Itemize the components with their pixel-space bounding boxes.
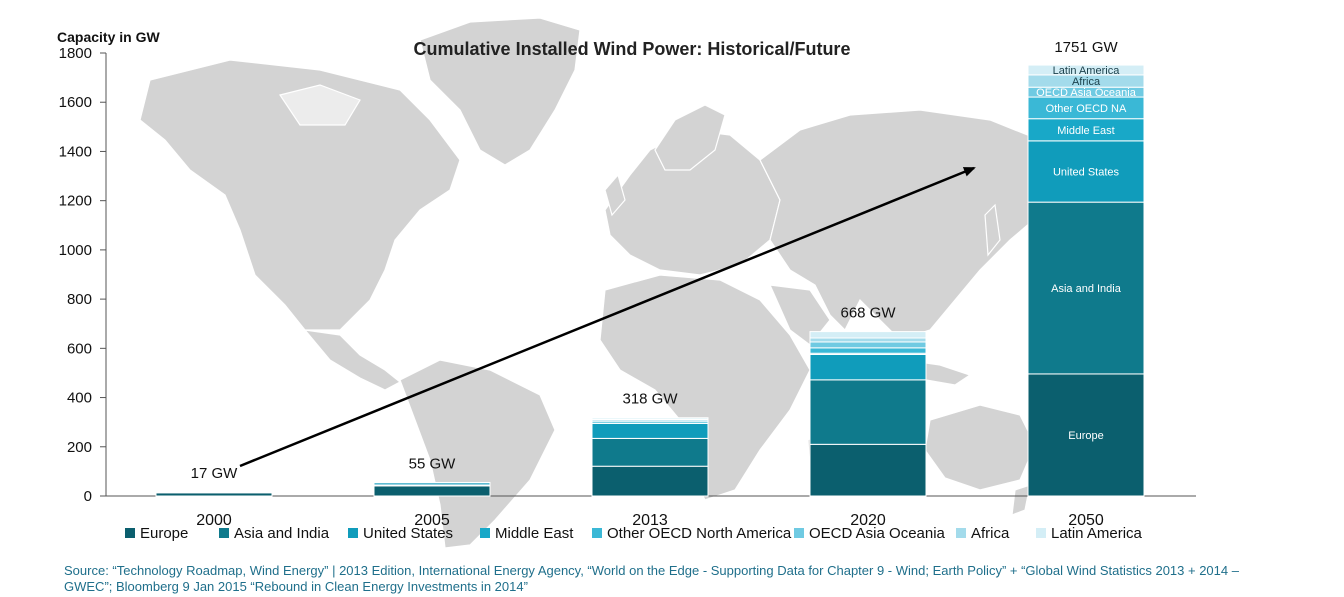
x-tick-label-2005: 2005	[414, 512, 450, 529]
bar-2020-oecd-asia-oceania	[809, 341, 927, 349]
bar-2013-united-states	[591, 422, 709, 439]
bar-2020-other-oecd-north-america	[809, 347, 927, 354]
segment-labels-2050: Europe Asia and India United States Middle …	[1036, 65, 1137, 442]
bar-2013-europe	[591, 465, 709, 497]
total-label-2000: 17 GW	[191, 465, 239, 482]
legend-label-1: Asia and India	[234, 525, 330, 542]
bar-series	[155, 64, 1145, 497]
bar-2050-asia-and-india	[1027, 201, 1145, 375]
y-tick-label-400: 400	[67, 390, 92, 407]
bar-2050-latin-america	[1027, 64, 1145, 76]
segment-label-2050-5: OECD Asia Oceania	[1036, 87, 1137, 99]
chart-title: Cumulative Installed Wind Power: Histori…	[414, 39, 851, 59]
bar-2020-asia-and-india	[809, 379, 927, 445]
segment-label-2050-0: Europe	[1068, 430, 1103, 442]
y-tick-label-1800: 1800	[59, 45, 92, 62]
segment-label-2050-3: Middle East	[1057, 125, 1114, 137]
y-tick-label-0: 0	[84, 488, 92, 505]
legend-swatch-4	[592, 528, 602, 538]
bar-2020-europe	[809, 443, 927, 497]
segment-label-2050-2: United States	[1053, 167, 1120, 179]
segment-label-2050-6: Africa	[1072, 76, 1101, 88]
bar-2020-latin-america	[809, 331, 927, 339]
bar-2020-united-states	[809, 353, 927, 381]
trend-arrow	[239, 166, 976, 468]
y-tick-label-1400: 1400	[59, 143, 92, 160]
x-tick-label-2000: 2000	[196, 512, 232, 529]
source-citation: Source: “Technology Roadmap, Wind Energy…	[64, 563, 1239, 594]
legend-swatch-3	[480, 528, 490, 538]
y-tick-label-1000: 1000	[59, 242, 92, 259]
bar-total-labels: 17 GW 55 GW 318 GW 668 GW 1751 GW	[191, 39, 1119, 482]
legend-label-0: Europe	[140, 525, 188, 542]
y-tick-label-600: 600	[67, 340, 92, 357]
total-label-2005: 55 GW	[409, 455, 457, 472]
y-axis-label: Capacity in GW	[57, 29, 160, 45]
y-tick-label-1200: 1200	[59, 193, 92, 210]
legend-swatch-2	[348, 528, 358, 538]
legend-swatch-0	[125, 528, 135, 538]
x-tick-label-2050: 2050	[1068, 512, 1104, 529]
segment-label-2050-7: Latin America	[1053, 65, 1121, 77]
legend-swatch-5	[794, 528, 804, 538]
x-axis-labels: 2000 2005 2013 2020 2050	[196, 512, 1104, 529]
chart-legend: Europe Asia and India United States Middle …	[125, 525, 1143, 542]
total-label-2020: 668 GW	[840, 305, 896, 322]
legend-label-2: United States	[363, 525, 453, 542]
legend-swatch-6	[956, 528, 966, 538]
total-label-2013: 318 GW	[622, 391, 678, 408]
legend-label-6: Africa	[971, 525, 1010, 542]
legend-swatch-1	[219, 528, 229, 538]
x-tick-label-2013: 2013	[632, 512, 668, 529]
bar-2005-europe	[373, 485, 491, 497]
segment-label-2050-1: Asia and India	[1051, 283, 1122, 295]
legend-swatch-7	[1036, 528, 1046, 538]
bar-2013-latin-america	[591, 417, 709, 420]
total-label-2050: 1751 GW	[1054, 39, 1118, 56]
wind-capacity-chart: Cumulative Installed Wind Power: Histori…	[57, 17, 1196, 549]
bar-2050-united-states	[1027, 140, 1145, 203]
legend-label-7: Latin America	[1051, 525, 1143, 542]
y-tick-label-200: 200	[67, 439, 92, 456]
bar-2013-asia-and-india	[591, 437, 709, 467]
y-axis-ticks: 0 200 400 600 800 1000 1200 1400 1600 1800	[59, 45, 106, 505]
segment-label-2050-4: Other OECD NA	[1046, 103, 1127, 115]
legend-label-3: Middle East	[495, 525, 574, 542]
legend-label-4: Other OECD North America	[607, 525, 792, 542]
legend-label-5: OECD Asia Oceania	[809, 525, 946, 542]
y-tick-label-800: 800	[67, 291, 92, 308]
x-tick-label-2020: 2020	[850, 512, 886, 529]
bar-2020-africa	[809, 337, 927, 343]
y-tick-label-1600: 1600	[59, 94, 92, 111]
